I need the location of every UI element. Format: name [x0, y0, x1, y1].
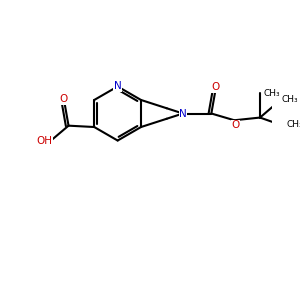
Text: O: O	[211, 82, 220, 92]
Text: CH₃: CH₃	[263, 89, 280, 98]
Text: N: N	[114, 82, 122, 92]
Text: OH: OH	[36, 136, 52, 146]
Text: CH₃: CH₃	[286, 120, 300, 129]
Text: N: N	[179, 109, 187, 118]
Text: O: O	[59, 94, 67, 104]
Text: O: O	[232, 120, 240, 130]
Text: CH₃: CH₃	[282, 95, 298, 104]
